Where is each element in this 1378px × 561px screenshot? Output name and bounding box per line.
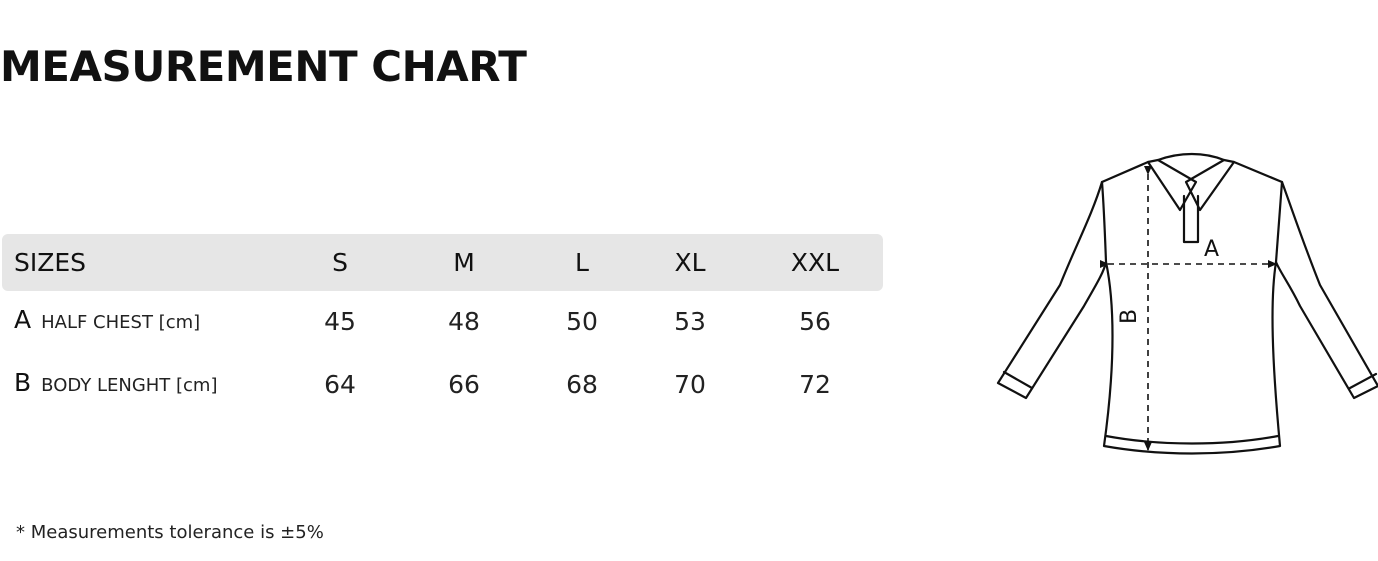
size-header-l: L	[575, 248, 589, 277]
table-header-row: SIZES S M L XL XXL	[2, 234, 883, 291]
value-cell: 45	[324, 307, 356, 336]
size-header-xxl: XXL	[790, 248, 840, 277]
value-cell: 68	[566, 370, 598, 399]
sleeve-seam-right	[1274, 180, 1284, 264]
dimension-label-b: B	[1117, 309, 1142, 324]
row-label-half-chest: A HALF CHEST [cm]	[14, 305, 200, 334]
table-row-body-length: B BODY LENGHT [cm] 64 66 68 70 72	[2, 354, 883, 417]
table-row-half-chest: A HALF CHEST [cm] 45 48 50 53 56	[2, 291, 883, 354]
tolerance-note: * Measurements tolerance is ±5%	[16, 522, 324, 543]
value-cell: 48	[448, 307, 480, 336]
value-cell: 53	[674, 307, 706, 336]
value-cell: 50	[566, 307, 598, 336]
size-header-s: S	[332, 248, 348, 277]
value-cell: 64	[324, 370, 356, 399]
value-cell: 72	[799, 370, 831, 399]
value-cell: 70	[674, 370, 706, 399]
row-desc-half-chest: HALF CHEST [cm]	[41, 312, 201, 333]
size-table: SIZES S M L XL XXL A HALF CHEST [cm] 45 4…	[2, 234, 883, 417]
shirt-hem	[1104, 434, 1280, 445]
collar-left	[1146, 158, 1198, 212]
value-cell: 56	[799, 307, 831, 336]
row-label-body-length: B BODY LENGHT [cm]	[14, 368, 218, 397]
page-title: MEASUREMENT CHART	[0, 42, 527, 91]
placket	[1182, 194, 1200, 244]
size-header-m: M	[453, 248, 475, 277]
sleeve-seam-left	[1100, 180, 1108, 264]
cuff-right	[1348, 372, 1378, 390]
dimension-label-a: A	[1204, 237, 1219, 262]
collar-back	[1156, 152, 1226, 162]
collar-right	[1184, 158, 1236, 212]
polo-shirt-diagram: A B	[996, 152, 1378, 455]
cuff-left	[1002, 370, 1034, 390]
row-letter-a: A	[14, 305, 32, 334]
row-letter-b: B	[14, 368, 32, 397]
size-header-xl: XL	[674, 248, 706, 277]
sizes-header-label: SIZES	[14, 248, 87, 277]
row-desc-body-length: BODY LENGHT [cm]	[41, 375, 218, 396]
value-cell: 66	[448, 370, 480, 399]
shirt-body-outline	[996, 160, 1378, 455]
